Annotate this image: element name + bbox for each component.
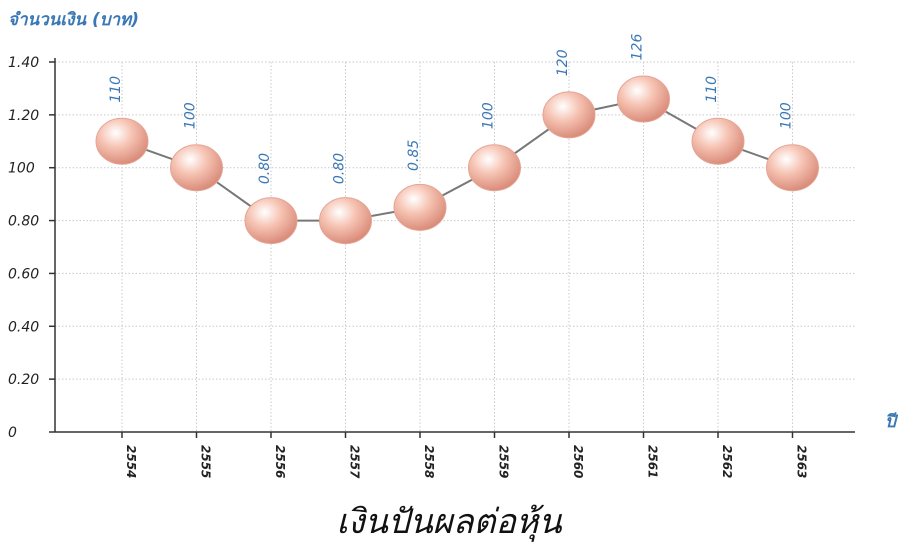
data-label: 110 bbox=[704, 76, 720, 103]
data-point bbox=[319, 197, 372, 245]
x-tick-label: 2563 bbox=[795, 445, 809, 478]
y-tick-label: 0.80 bbox=[8, 214, 39, 230]
y-tick-label: 100 bbox=[8, 161, 35, 177]
data-label: 100 bbox=[779, 102, 795, 129]
x-tick-label: 2557 bbox=[348, 445, 362, 479]
data-point bbox=[170, 144, 223, 192]
data-label: 120 bbox=[555, 49, 571, 76]
data-point bbox=[468, 144, 521, 192]
x-axis-unit-fragment: ปี bbox=[885, 412, 896, 432]
x-tick-label: 2562 bbox=[720, 445, 734, 478]
y-tick-label: 0.20 bbox=[8, 372, 39, 388]
data-point bbox=[691, 117, 745, 165]
data-label: 100 bbox=[183, 102, 199, 129]
data-point bbox=[542, 91, 596, 139]
y-tick-label: 1.20 bbox=[8, 108, 39, 124]
line-chart: 0 0.20 0.40 0.60 0.80 100 1.20 1.40 2554 2555 2556… bbox=[8, 34, 855, 479]
y-tick-label: 0 bbox=[8, 425, 17, 441]
x-tick-label: 2555 bbox=[199, 445, 213, 478]
y-axis-title: จำนวนเงิน (บาท) bbox=[8, 10, 140, 30]
data-label: 0.80 bbox=[257, 153, 273, 184]
chart-title: เงินปันผลต่อหุ้น bbox=[336, 502, 562, 542]
data-point bbox=[393, 183, 447, 231]
data-point bbox=[617, 75, 670, 123]
y-tick-label: 0.40 bbox=[8, 319, 39, 335]
data-label: 126 bbox=[630, 34, 646, 61]
y-tick-label: 0.60 bbox=[8, 266, 39, 282]
data-label: 0.85 bbox=[406, 140, 422, 171]
x-tick-label: 2558 bbox=[422, 445, 436, 478]
data-point bbox=[244, 197, 298, 245]
data-label: 0.80 bbox=[332, 153, 348, 184]
series-line bbox=[121, 97, 793, 222]
data-label: 110 bbox=[108, 76, 124, 103]
x-tick-label: 2554 bbox=[124, 445, 138, 478]
data-point bbox=[95, 117, 149, 165]
data-point bbox=[766, 144, 819, 192]
data-label: 100 bbox=[481, 102, 497, 129]
x-tick-label: 2560 bbox=[571, 445, 585, 478]
x-tick-label: 2559 bbox=[497, 445, 511, 478]
x-tick-label: 2561 bbox=[646, 445, 660, 478]
y-tick-label: 1.40 bbox=[8, 55, 39, 71]
x-tick-label: 2556 bbox=[273, 445, 287, 478]
